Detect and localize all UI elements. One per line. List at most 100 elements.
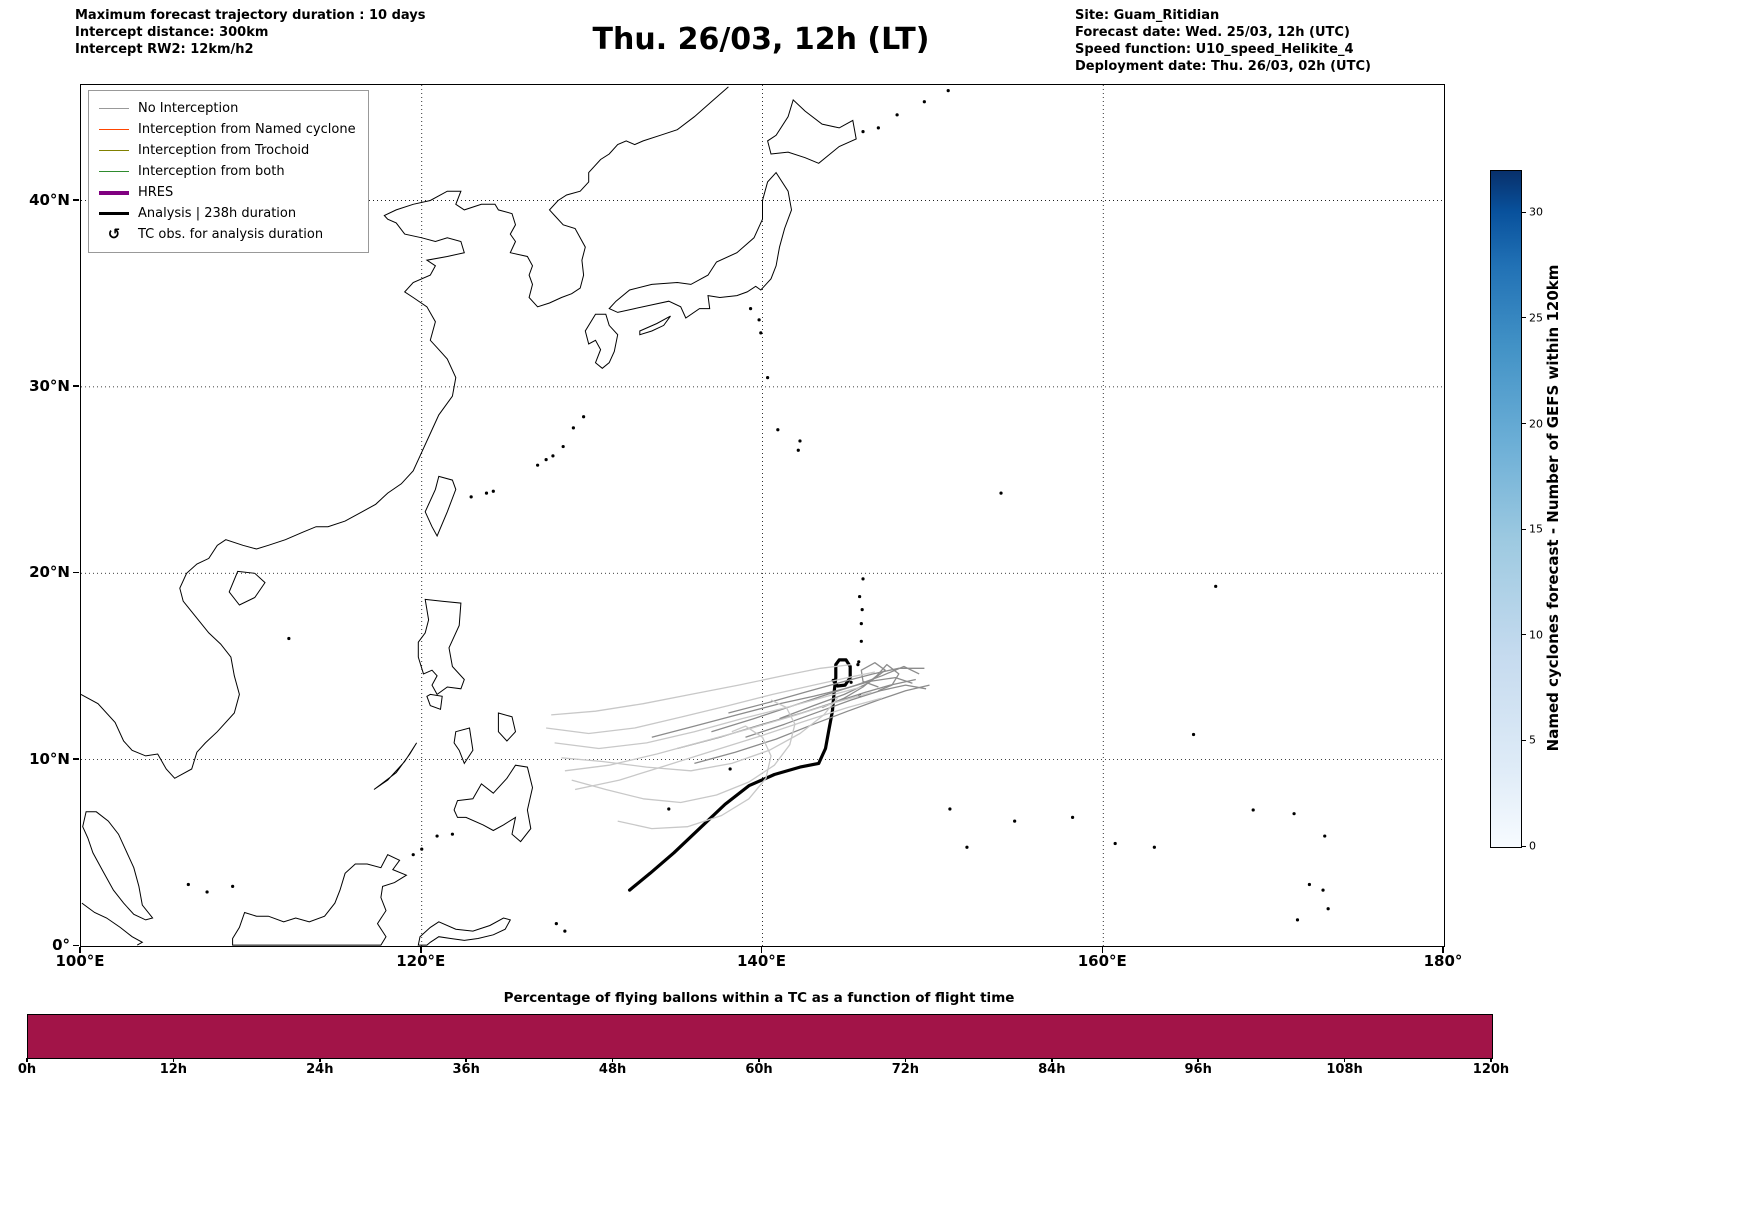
islet-dot [859,621,863,626]
islet-dot [796,448,800,452]
ensemble-trajectory [745,684,927,738]
tc-obs-icon: ↺ [107,225,121,243]
coastline-island [453,727,474,765]
islet-dot [876,126,880,130]
x-axis-tick-label: 180° [1423,952,1463,970]
x-axis-tick-label: 120°E [396,952,446,970]
colorbar-label: Named cyclones forecast - Number of GEFS… [1544,264,1562,752]
islet-dot [860,608,864,612]
ensemble-trajectory [694,684,930,765]
coastline-island [453,764,534,843]
y-axis-tick-label: 20°N [29,563,70,582]
bottom-chart-title: Percentage of flying ballons within a TC… [503,990,1015,1006]
x-axis-tickmark [760,947,763,953]
colorbar-tick-label: 25 [1529,311,1543,325]
legend-item-label: TC obs. for analysis duration [138,227,324,242]
islet-dot [757,318,761,322]
x-axis-tick-label: 100°E [55,952,105,970]
ensemble-trajectory [546,671,876,735]
islet-dot [1251,808,1255,812]
bottom-axis-tick-label: 12h [159,1062,188,1077]
bottom-axis-tickmark [26,1058,28,1062]
islet-dot [999,491,1003,495]
islet-dot [857,660,861,664]
islet-dot [420,847,424,851]
deployment-date-text: Deployment date: Thu. 26/03, 02h (UTC) [1075,59,1371,74]
intercept-distance-text: Intercept distance: 300km [75,25,269,40]
bottom-axis-tick-label: 108h [1326,1062,1363,1077]
bottom-axis-tick-label: 60h [745,1062,773,1077]
ensemble-trajectory [651,676,913,738]
bottom-axis-tick-label: 36h [452,1062,480,1077]
islet-dot [536,463,540,467]
flight-time-bar [27,1014,1493,1059]
plot-title: Thu. 26/03, 12h (LT) [592,22,930,57]
coastline-island [82,811,154,921]
colorbar-tick-label: 10 [1529,628,1543,642]
legend-line-swatch [99,212,129,215]
colorbar-tickmark [1521,634,1526,636]
colorbar-tick-label: 5 [1529,733,1536,747]
colorbar-tick-label: 20 [1529,417,1543,430]
coastline-island [767,98,857,164]
islet-dot [766,375,770,380]
colorbar-tickmark [1521,845,1526,847]
coastline-island [639,315,671,336]
islet-dot [186,882,190,887]
islet-dot [231,884,235,888]
y-axis-tickmark [73,758,79,760]
legend-item-label: Interception from both [138,164,285,179]
map-legend: No Interception Interception from Named c… [88,90,369,253]
legend-item-label: HRES [138,185,174,200]
bottom-axis-tick-label: 0h [17,1062,37,1077]
legend-line-sample [99,119,129,140]
ensemble-trajectory [779,662,886,720]
max-duration-text: Maximum forecast trajectory duration : 1… [75,8,426,23]
colorbar-tickmark [1521,528,1526,530]
legend-line-sample [99,98,129,119]
islet-dot [1295,918,1300,922]
legend-item: Interception from both [99,161,356,182]
bottom-axis-tick-label: 48h [598,1062,627,1077]
islet-dot [922,100,926,104]
coastline-island [497,712,517,742]
bottom-axis-tickmark [611,1058,614,1062]
legend-item: ↺ TC obs. for analysis duration [99,224,356,245]
y-axis-tick-label: 10°N [29,749,70,768]
intercept-rw2-text: Intercept RW2: 12km/h2 [75,42,254,57]
legend-line-sample [99,203,129,224]
legend-item-label: Interception from Named cyclone [138,122,356,137]
ensemble-trajectory [571,699,796,804]
islet-dot [469,495,473,499]
legend-line-swatch [99,171,129,172]
legend-line-sample [99,161,129,182]
islet-dot [759,331,763,335]
islet-dot [946,88,950,93]
islet-dot [728,767,732,771]
islet-dot [561,444,565,449]
x-axis-tick-label: 140°E [736,952,787,970]
islet-dot [856,662,860,667]
islet-dot [1070,815,1075,820]
bottom-axis-tick-label: 72h [891,1062,920,1077]
legend-line-swatch [99,190,129,195]
y-axis-tickmark [73,571,79,574]
islet-dot [411,853,415,857]
islet-dot [859,639,863,643]
coastline-island [608,171,793,319]
x-axis-tickmark [1101,947,1103,953]
islet-dot [551,454,555,458]
coastline-island [417,598,465,696]
bottom-axis-tick-label: 120h [1472,1062,1510,1077]
forecast-date-text: Forecast date: Wed. 25/03, 12h (UTC) [1075,25,1350,40]
islet-dot [861,577,865,581]
legend-line-swatch [99,108,129,109]
islet-dot [554,922,558,926]
coastline [81,902,144,946]
islet-dot [1113,841,1117,846]
colorbar-tickmark [1521,423,1526,424]
y-axis-tick-label: 0° [52,936,70,954]
ensemble-trajectory [617,725,772,830]
ensemble-trajectory [728,667,925,714]
coastline-island [426,693,443,710]
